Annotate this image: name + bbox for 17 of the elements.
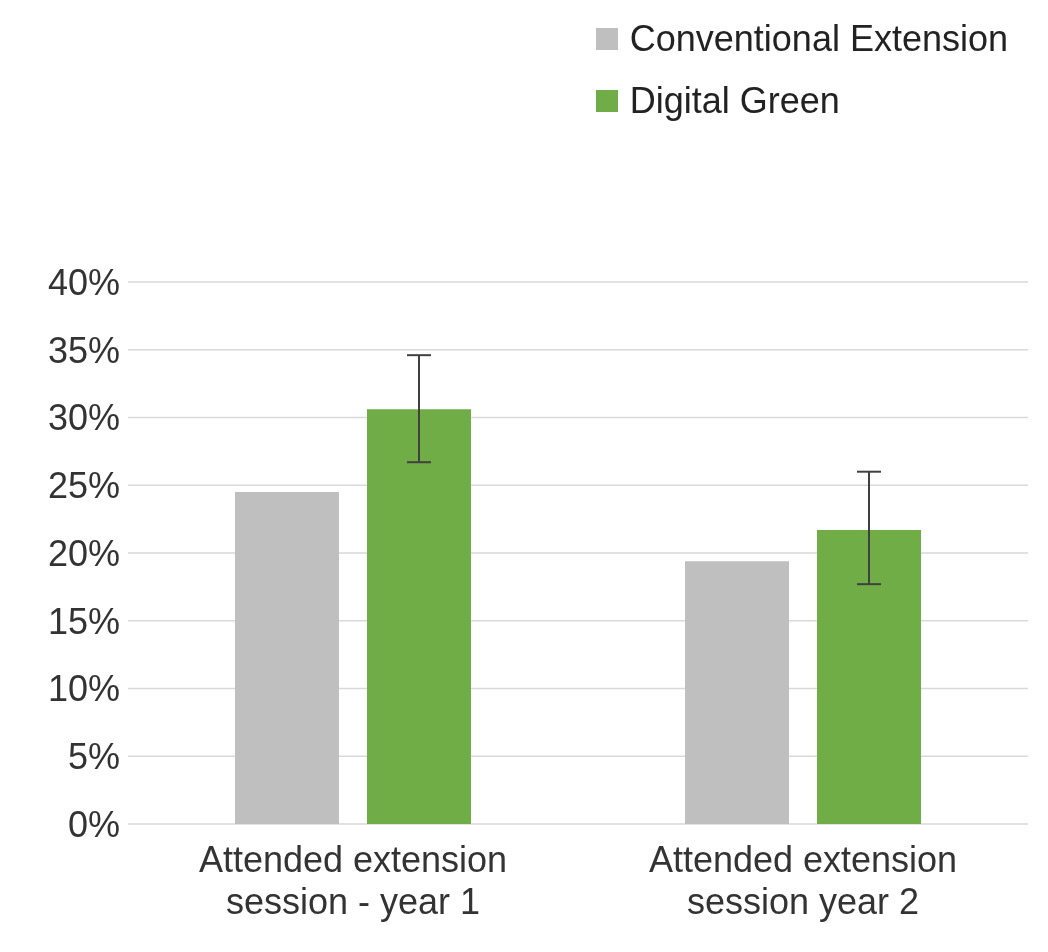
y-tick-label: 35% [47,329,120,371]
x-tick-label: Attended extension session - year 1 [198,839,508,922]
bar [367,409,471,824]
y-tick-label: 15% [47,600,120,642]
legend-label: Digital Green [629,79,840,123]
y-tick-label: 0% [67,803,120,845]
bar [685,561,789,824]
y-tick-label: 40% [47,261,120,303]
bar [235,492,339,824]
legend-label: Conventional Extension [629,17,1008,61]
y-tick-label: 30% [47,397,120,439]
y-tick-label: 20% [47,532,120,574]
x-tick-label: Attended extension session year 2 [648,839,958,922]
y-tick-label: 10% [47,668,120,710]
bar [817,529,921,824]
y-tick-label: 25% [47,465,120,507]
y-tick-label: 5% [67,736,120,778]
